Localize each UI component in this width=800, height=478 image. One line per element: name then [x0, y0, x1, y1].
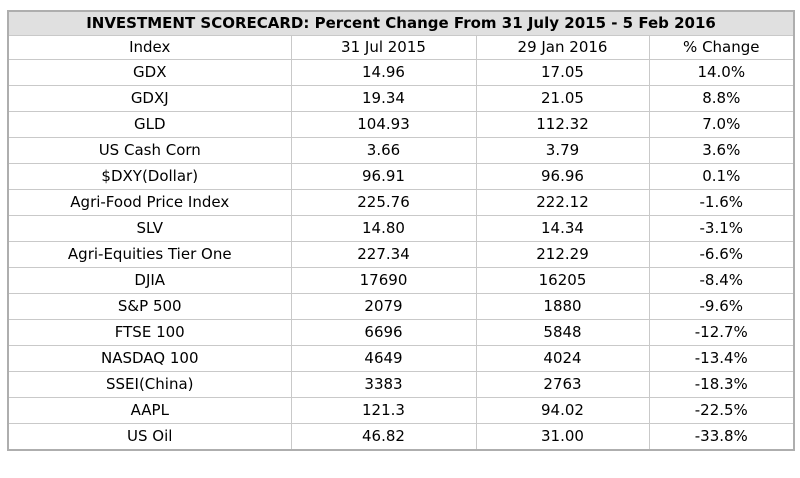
pct-change-cell: -8.4% — [648, 267, 795, 294]
jul-2015-value-cell: 14.96 — [290, 59, 477, 86]
index-cell: S&P 500 — [7, 293, 292, 320]
jan-2016-value-cell: 112.32 — [475, 111, 650, 138]
title-row: INVESTMENT SCORECARD: Percent Change Fro… — [7, 10, 795, 36]
pct-change-cell: -12.7% — [648, 319, 795, 346]
header-row: Index 31 Jul 2015 29 Jan 2016 % Change — [7, 35, 795, 60]
pct-change-cell: -13.4% — [648, 345, 795, 372]
pct-change-cell: -18.3% — [648, 371, 795, 398]
jul-2015-value-cell: 19.34 — [290, 85, 477, 112]
jan-2016-value-cell: 5848 — [475, 319, 650, 346]
index-cell: AAPL — [7, 397, 292, 424]
jul-2015-value-cell: 225.76 — [290, 189, 477, 216]
column-header-29-jan-2016: 29 Jan 2016 — [475, 35, 650, 60]
table-row: US Cash Corn 3.66 3.79 3.6% — [7, 137, 795, 164]
pct-change-cell: -9.6% — [648, 293, 795, 320]
column-header-index: Index — [7, 35, 292, 60]
table-row: S&P 500 2079 1880 -9.6% — [7, 293, 795, 320]
index-cell: NASDAQ 100 — [7, 345, 292, 372]
jan-2016-value-cell: 212.29 — [475, 241, 650, 268]
table-row: US Oil 46.82 31.00 -33.8% — [7, 423, 795, 451]
table-row: SSEI(China) 3383 2763 -18.3% — [7, 371, 795, 398]
index-cell: US Oil — [7, 423, 292, 451]
table-row: SLV 14.80 14.34 -3.1% — [7, 215, 795, 242]
jan-2016-value-cell: 31.00 — [475, 423, 650, 451]
table-row: GDX 14.96 17.05 14.0% — [7, 59, 795, 86]
jul-2015-value-cell: 3383 — [290, 371, 477, 398]
jul-2015-value-cell: 14.80 — [290, 215, 477, 242]
jul-2015-value-cell: 2079 — [290, 293, 477, 320]
pct-change-cell: -33.8% — [648, 423, 795, 451]
pct-change-cell: 7.0% — [648, 111, 795, 138]
index-cell: SLV — [7, 215, 292, 242]
pct-change-cell: -22.5% — [648, 397, 795, 424]
investment-scorecard-table: INVESTMENT SCORECARD: Percent Change Fro… — [7, 10, 796, 451]
jul-2015-value-cell: 121.3 — [290, 397, 477, 424]
jan-2016-value-cell: 2763 — [475, 371, 650, 398]
column-header-pct-change: % Change — [648, 35, 795, 60]
table-title: INVESTMENT SCORECARD: Percent Change Fro… — [7, 10, 795, 36]
pct-change-cell: -3.1% — [648, 215, 795, 242]
jan-2016-value-cell: 96.96 — [475, 163, 650, 190]
index-cell: SSEI(China) — [7, 371, 292, 398]
pct-change-cell: 14.0% — [648, 59, 795, 86]
jul-2015-value-cell: 96.91 — [290, 163, 477, 190]
jan-2016-value-cell: 16205 — [475, 267, 650, 294]
jan-2016-value-cell: 21.05 — [475, 85, 650, 112]
table-row: $DXY(Dollar) 96.91 96.96 0.1% — [7, 163, 795, 190]
table-row: Agri-Food Price Index 225.76 222.12 -1.6% — [7, 189, 795, 216]
table-row: AAPL 121.3 94.02 -22.5% — [7, 397, 795, 424]
jan-2016-value-cell: 1880 — [475, 293, 650, 320]
index-cell: Agri-Food Price Index — [7, 189, 292, 216]
jul-2015-value-cell: 227.34 — [290, 241, 477, 268]
index-cell: GDX — [7, 59, 292, 86]
index-cell: FTSE 100 — [7, 319, 292, 346]
jan-2016-value-cell: 94.02 — [475, 397, 650, 424]
jul-2015-value-cell: 104.93 — [290, 111, 477, 138]
jan-2016-value-cell: 4024 — [475, 345, 650, 372]
table-row: FTSE 100 6696 5848 -12.7% — [7, 319, 795, 346]
table-row: NASDAQ 100 4649 4024 -13.4% — [7, 345, 795, 372]
pct-change-cell: 3.6% — [648, 137, 795, 164]
pct-change-cell: 8.8% — [648, 85, 795, 112]
table-row: Agri-Equities Tier One 227.34 212.29 -6.6% — [7, 241, 795, 268]
index-cell: Agri-Equities Tier One — [7, 241, 292, 268]
index-cell: GDXJ — [7, 85, 292, 112]
index-cell: GLD — [7, 111, 292, 138]
index-cell: US Cash Corn — [7, 137, 292, 164]
table-row: GLD 104.93 112.32 7.0% — [7, 111, 795, 138]
jul-2015-value-cell: 17690 — [290, 267, 477, 294]
pct-change-cell: 0.1% — [648, 163, 795, 190]
table-body: GDX 14.96 17.05 14.0% GDXJ 19.34 21.05 8.8% GLD 1… — [7, 59, 795, 451]
table-row: DJIA 17690 16205 -8.4% — [7, 267, 795, 294]
pct-change-cell: -1.6% — [648, 189, 795, 216]
index-cell: DJIA — [7, 267, 292, 294]
jul-2015-value-cell: 6696 — [290, 319, 477, 346]
pct-change-cell: -6.6% — [648, 241, 795, 268]
jan-2016-value-cell: 14.34 — [475, 215, 650, 242]
jan-2016-value-cell: 17.05 — [475, 59, 650, 86]
jan-2016-value-cell: 3.79 — [475, 137, 650, 164]
jul-2015-value-cell: 46.82 — [290, 423, 477, 451]
table-row: GDXJ 19.34 21.05 8.8% — [7, 85, 795, 112]
jul-2015-value-cell: 4649 — [290, 345, 477, 372]
jan-2016-value-cell: 222.12 — [475, 189, 650, 216]
jul-2015-value-cell: 3.66 — [290, 137, 477, 164]
index-cell: $DXY(Dollar) — [7, 163, 292, 190]
column-header-31-jul-2015: 31 Jul 2015 — [290, 35, 477, 60]
